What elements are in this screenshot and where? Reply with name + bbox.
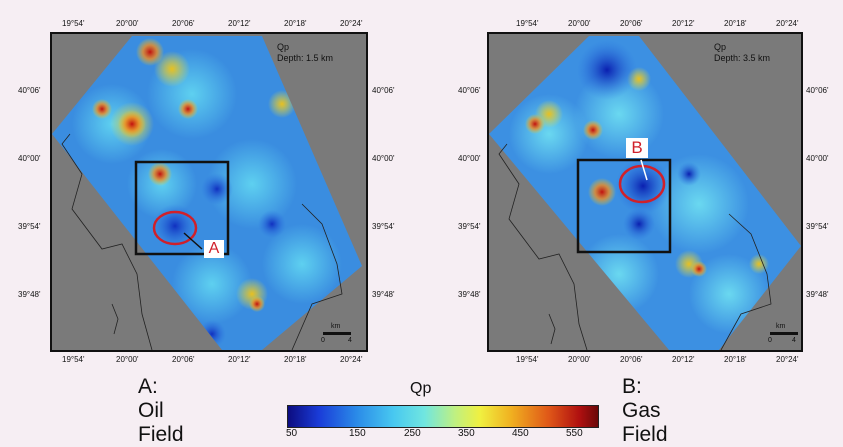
lat-tick-left: 39°54'	[458, 222, 481, 231]
colorbar-tick: 550	[566, 428, 583, 439]
study-area-box	[576, 158, 672, 254]
map-frame-b: Qp Depth: 3.5 km B km 0 4	[487, 32, 803, 352]
anomaly-marker: B	[626, 138, 648, 158]
study-area-box	[134, 160, 230, 256]
lon-tick-bottom: 20°24'	[776, 355, 799, 364]
colorbar-tick: 50	[286, 428, 298, 439]
legend-depth: Depth: 1.5 km	[277, 53, 334, 63]
scale-bar	[770, 332, 798, 335]
scale-min: 0	[321, 337, 325, 344]
scale-unit: km	[331, 323, 341, 330]
lon-tick-top: 20°18'	[724, 19, 747, 28]
anomaly-arrow	[183, 232, 203, 250]
lat-tick-left: 40°06'	[18, 86, 41, 95]
lon-tick-bottom: 20°06'	[172, 355, 195, 364]
lon-tick-bottom: 20°00'	[568, 355, 591, 364]
lon-tick-top: 19°54'	[516, 19, 539, 28]
map-frame-a: Qp Depth: 1.5 km A km 0 4	[50, 32, 368, 352]
lon-tick-bottom: 20°06'	[620, 355, 643, 364]
lon-tick-top: 20°18'	[284, 19, 307, 28]
lon-tick-top: 20°12'	[228, 19, 251, 28]
lat-tick-right: 39°48'	[806, 290, 829, 299]
lon-tick-bottom: 19°54'	[62, 355, 85, 364]
lon-tick-top: 19°54'	[62, 19, 85, 28]
lon-tick-top: 20°00'	[116, 19, 139, 28]
scale-unit: km	[776, 323, 786, 330]
colorbar-tick: 350	[458, 428, 475, 439]
colorbar	[287, 405, 599, 428]
lat-tick-right: 40°06'	[372, 86, 395, 95]
lon-tick-top: 20°12'	[672, 19, 695, 28]
lat-tick-right: 39°48'	[372, 290, 395, 299]
colorbar-title: Qp	[410, 380, 432, 397]
field-title-a: A: Oil Field	[138, 375, 184, 446]
lat-tick-right: 40°00'	[372, 154, 395, 163]
lat-tick-left: 39°48'	[458, 290, 481, 299]
lat-tick-left: 39°54'	[18, 222, 41, 231]
lon-tick-top: 20°06'	[172, 19, 195, 28]
colorbar-tick: 250	[404, 428, 421, 439]
lat-tick-right: 40°00'	[806, 154, 829, 163]
field-title-b: B: Gas Field	[622, 375, 668, 446]
lat-tick-left: 40°00'	[18, 154, 41, 163]
qp-map-a	[52, 36, 362, 350]
lat-tick-left: 39°48'	[18, 290, 41, 299]
anomaly-ellipse	[618, 164, 666, 204]
legend-param: Qp	[277, 42, 290, 52]
lon-tick-bottom: 20°12'	[672, 355, 695, 364]
anomaly-ellipse	[152, 210, 198, 246]
lat-tick-right: 39°54'	[372, 222, 395, 231]
anomaly-marker: A	[204, 240, 224, 258]
lon-tick-bottom: 20°00'	[116, 355, 139, 364]
lat-tick-right: 39°54'	[806, 222, 829, 231]
lon-tick-bottom: 20°18'	[724, 355, 747, 364]
legend-depth: Depth: 3.5 km	[714, 53, 771, 63]
lon-tick-top: 20°24'	[776, 19, 799, 28]
legend-param: Qp	[714, 42, 727, 52]
scale-max: 4	[792, 337, 796, 344]
lon-tick-bottom: 20°24'	[340, 355, 363, 364]
lon-tick-top: 20°00'	[568, 19, 591, 28]
lon-tick-bottom: 20°18'	[284, 355, 307, 364]
qp-map-b	[489, 36, 801, 350]
lon-tick-top: 20°24'	[340, 19, 363, 28]
colorbar-tick: 450	[512, 428, 529, 439]
scale-min: 0	[768, 337, 772, 344]
lat-tick-left: 40°06'	[458, 86, 481, 95]
lon-tick-bottom: 19°54'	[516, 355, 539, 364]
colorbar-tick: 150	[349, 428, 366, 439]
scale-max: 4	[348, 337, 352, 344]
lat-tick-left: 40°00'	[458, 154, 481, 163]
anomaly-arrow	[640, 159, 648, 181]
scale-bar	[323, 332, 351, 335]
lon-tick-top: 20°06'	[620, 19, 643, 28]
lat-tick-right: 40°06'	[806, 86, 829, 95]
lon-tick-bottom: 20°12'	[228, 355, 251, 364]
